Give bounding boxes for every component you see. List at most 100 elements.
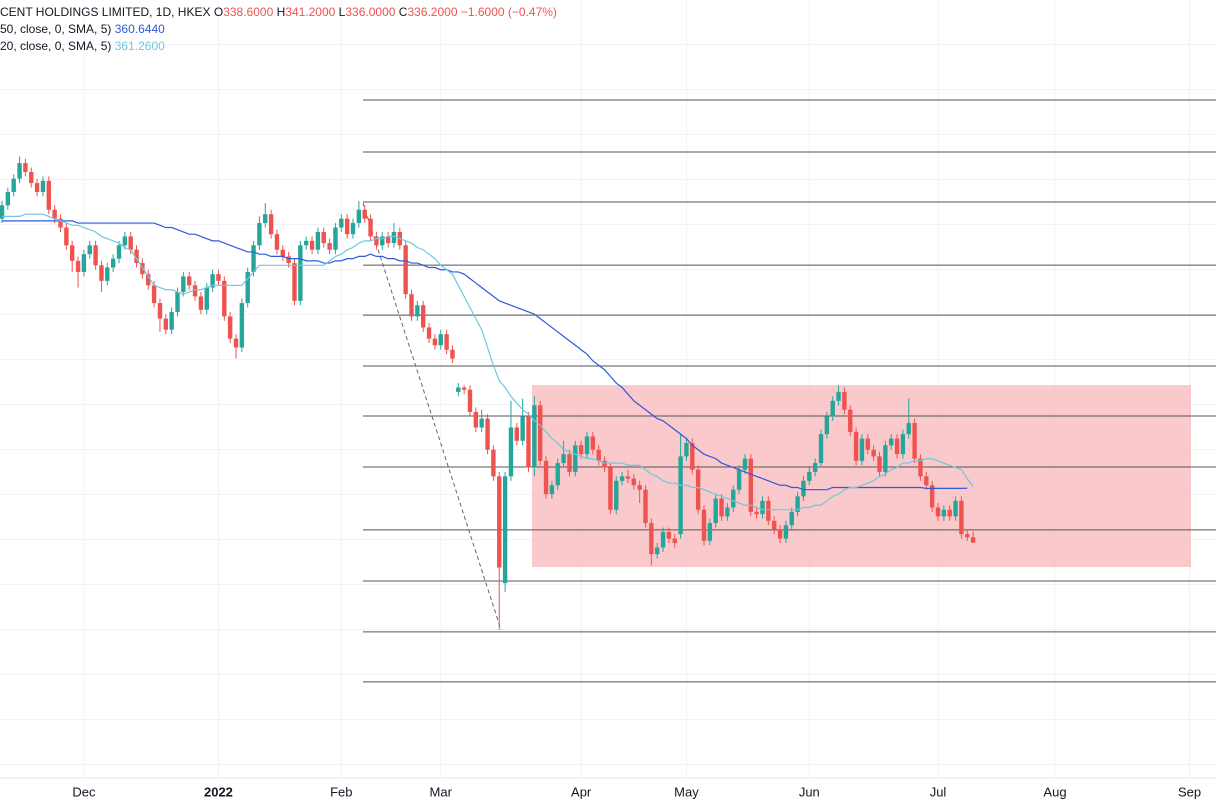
candle-body <box>151 285 157 304</box>
candle-body <box>192 285 198 297</box>
candle-body <box>11 178 16 192</box>
candle-body <box>502 476 508 584</box>
ohlc-value: 336.0000 <box>345 5 396 19</box>
indicators: 50, close, 0, SMA, 5) 360.6440 20, close,… <box>0 21 557 55</box>
candle-body <box>965 534 970 538</box>
symbol: CENT HOLDINGS LIMITED, 1D, HKEX <box>0 5 211 19</box>
x-tick-label: Sep <box>1178 784 1201 799</box>
candle-body <box>333 227 338 250</box>
sma-line <box>2 213 974 511</box>
candle-body <box>836 391 841 401</box>
x-tick-label: Aug <box>1043 784 1066 799</box>
candle-body <box>912 423 917 459</box>
candle-body <box>415 305 420 317</box>
candle-body <box>561 454 566 464</box>
candle-body <box>947 509 952 517</box>
candle-body <box>181 276 186 292</box>
candle-body <box>116 245 122 259</box>
candle-body <box>655 547 660 555</box>
candle-body <box>128 236 133 250</box>
candle-body <box>140 263 145 275</box>
candle-body <box>403 245 408 295</box>
candle-body <box>584 436 590 455</box>
candle-body <box>385 236 391 244</box>
x-tick-label: Jul <box>930 784 947 799</box>
candle-body <box>649 523 654 555</box>
candle-body <box>344 218 350 235</box>
candle-body <box>754 511 759 515</box>
indicator-name: 20, close, 0, SMA, 5) <box>0 39 112 53</box>
candle-body <box>859 438 865 461</box>
candle-body <box>578 445 584 455</box>
candle-body <box>807 471 812 481</box>
candle-body <box>438 334 443 346</box>
candle-body <box>75 260 81 272</box>
candle-body <box>900 434 906 455</box>
ohlc-value: 341.2000 <box>285 5 336 19</box>
candle-body <box>175 291 180 312</box>
candle-body <box>64 227 69 246</box>
ohlc-value: 338.6000 <box>223 5 274 19</box>
candle-body <box>941 509 947 517</box>
candle-body <box>760 500 765 515</box>
x-tick-label: 2022 <box>204 784 233 799</box>
candle-body <box>877 456 882 472</box>
candle-body <box>46 180 51 210</box>
candle-body <box>824 416 830 435</box>
candle-body <box>935 507 941 517</box>
candle-body <box>362 209 367 219</box>
candle-body <box>239 303 245 348</box>
candle-body <box>742 458 748 470</box>
candle-body <box>848 409 853 432</box>
candle-body <box>614 480 619 510</box>
candle-body <box>93 245 98 266</box>
candle-body <box>643 489 648 524</box>
candle-body <box>34 183 40 192</box>
x-tick-label: Dec <box>72 784 96 799</box>
candle-body <box>456 387 461 392</box>
candle-body <box>461 387 467 390</box>
candle-body <box>87 245 92 255</box>
candle-body <box>298 245 303 301</box>
candle-body <box>204 287 209 310</box>
ohlc: O338.6000 H341.2000 L336.0000 C336.2000 <box>211 5 458 19</box>
candle-body <box>596 449 601 461</box>
candle-body <box>450 349 455 359</box>
candle-body <box>543 460 549 495</box>
candle-body <box>801 480 806 497</box>
candle-body <box>684 443 689 457</box>
x-tick-label: Apr <box>571 784 592 799</box>
candle-body <box>52 209 57 219</box>
candle-body <box>678 456 683 535</box>
indicator-name: 50, close, 0, SMA, 5) <box>0 22 112 36</box>
x-tick-label: May <box>674 784 699 799</box>
candle-body <box>17 163 22 179</box>
candle-body <box>286 256 291 264</box>
trend-line <box>362 202 502 630</box>
candle-body <box>731 489 736 508</box>
candle-body <box>842 391 847 410</box>
candle-body <box>526 416 531 468</box>
ohlc-key: C <box>398 5 408 19</box>
candle-body <box>327 243 332 250</box>
candle-body <box>227 316 233 339</box>
candle-body <box>970 537 976 543</box>
candle-body <box>748 458 753 512</box>
candle-body <box>777 529 783 539</box>
candle-body <box>772 520 777 530</box>
candle-body <box>701 509 707 541</box>
candle-body <box>321 231 326 244</box>
candle-body <box>713 498 718 524</box>
indicator-row: 50, close, 0, SMA, 5) 360.6440 <box>0 21 557 38</box>
candle-body <box>292 263 297 301</box>
candle-body <box>280 249 285 257</box>
candle-body <box>368 218 373 237</box>
candle-body <box>625 476 631 479</box>
candle-body <box>549 485 555 495</box>
candle-body <box>573 445 578 472</box>
symbol-row: CENT HOLDINGS LIMITED, 1D, HKEX O338.600… <box>0 4 557 21</box>
candle-body <box>81 254 87 272</box>
candle-body <box>637 485 642 490</box>
candle-body <box>608 467 613 510</box>
